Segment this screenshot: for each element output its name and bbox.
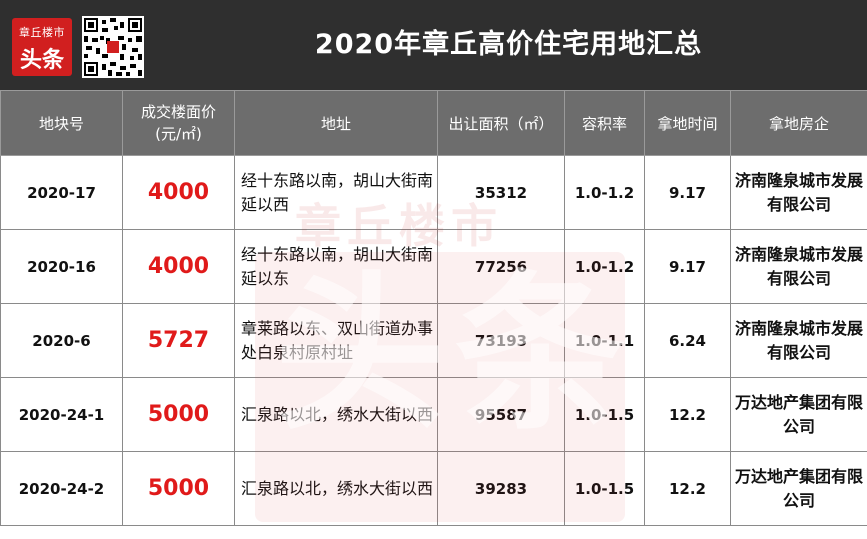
cell-plot-id: 2020-24-1 [0, 377, 123, 452]
cell-date: 9.17 [644, 155, 731, 230]
cell-far: 1.0-1.2 [564, 229, 645, 304]
cell-far: 1.0-1.1 [564, 303, 645, 378]
land-table: 地块号 成交楼面价 (元/㎡) 地址 出让面积（㎡） 容积率 拿地时间 拿地房企 … [0, 90, 867, 526]
cell-developer: 济南隆泉城市发展有限公司 [730, 155, 867, 230]
logo: 章丘楼市 头条 [12, 18, 72, 76]
page-header: 章丘楼市 头条 2020年章丘高价住宅用地 [0, 0, 867, 90]
cell-date: 12.2 [644, 377, 731, 452]
cell-price: 4000 [122, 229, 235, 304]
cell-date: 9.17 [644, 229, 731, 304]
page-title: 2020年章丘高价住宅用地汇总 [314, 29, 703, 60]
table-header-row: 地块号 成交楼面价 (元/㎡) 地址 出让面积（㎡） 容积率 拿地时间 拿地房企 [0, 90, 867, 156]
cell-plot-id: 2020-6 [0, 303, 123, 378]
col-header-price: 成交楼面价 (元/㎡) [122, 90, 235, 156]
cell-plot-id: 2020-16 [0, 229, 123, 304]
cell-date: 12.2 [644, 451, 731, 526]
table-row: 2020-24-1 5000 汇泉路以北，绣水大街以西 95587 1.0-1.5 12.… [0, 377, 867, 452]
col-header-address: 地址 [234, 90, 438, 156]
col-header-area: 出让面积（㎡） [437, 90, 565, 156]
cell-far: 1.0-1.5 [564, 377, 645, 452]
table-row: 2020-16 4000 经十东路以南，胡山大街南延以东 77256 1.0-1.2 9.… [0, 229, 867, 304]
cell-address: 汇泉路以北，绣水大街以西 [234, 451, 438, 526]
col-header-developer: 拿地房企 [730, 90, 867, 156]
cell-area: 77256 [437, 229, 565, 304]
cell-address: 汇泉路以北，绣水大街以西 [234, 377, 438, 452]
cell-developer: 万达地产集团有限公司 [730, 377, 867, 452]
logo-line2: 头条 [19, 48, 64, 73]
cell-far: 1.0-1.5 [564, 451, 645, 526]
cell-area: 73193 [437, 303, 565, 378]
col-header-plot-id: 地块号 [0, 90, 123, 156]
cell-price: 5000 [122, 451, 235, 526]
cell-address: 章莱路以东、双山街道办事处白泉村原村址 [234, 303, 438, 378]
logo-line1: 章丘楼市 [19, 26, 65, 39]
cell-address: 经十东路以南，胡山大街南延以东 [234, 229, 438, 304]
qr-code-icon [82, 16, 144, 78]
cell-price: 5727 [122, 303, 235, 378]
cell-area: 95587 [437, 377, 565, 452]
cell-plot-id: 2020-24-2 [0, 451, 123, 526]
cell-plot-id: 2020-17 [0, 155, 123, 230]
cell-area: 39283 [437, 451, 565, 526]
cell-developer: 万达地产集团有限公司 [730, 451, 867, 526]
table-body: 2020-17 4000 经十东路以南，胡山大街南延以西 35312 1.0-1.2 9.… [0, 155, 867, 526]
cell-address: 经十东路以南，胡山大街南延以西 [234, 155, 438, 230]
cell-price: 4000 [122, 155, 235, 230]
cell-developer: 济南隆泉城市发展有限公司 [730, 303, 867, 378]
table-row: 2020-24-2 5000 汇泉路以北，绣水大街以西 39283 1.0-1.5 12.… [0, 451, 867, 526]
table-row: 2020-17 4000 经十东路以南，胡山大街南延以西 35312 1.0-1.2 9.… [0, 155, 867, 230]
cell-price: 5000 [122, 377, 235, 452]
cell-date: 6.24 [644, 303, 731, 378]
cell-developer: 济南隆泉城市发展有限公司 [730, 229, 867, 304]
col-header-date: 拿地时间 [644, 90, 731, 156]
col-header-far: 容积率 [564, 90, 645, 156]
table-row: 2020-6 5727 章莱路以东、双山街道办事处白泉村原村址 73193 1.0-1.… [0, 303, 867, 378]
cell-far: 1.0-1.2 [564, 155, 645, 230]
cell-area: 35312 [437, 155, 565, 230]
